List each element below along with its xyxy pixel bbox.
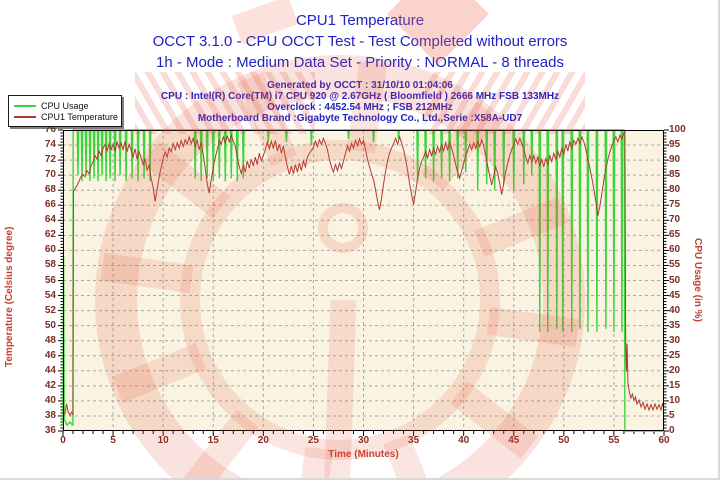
x-axis-title: Time (Minutes) xyxy=(328,449,399,460)
x-tick-label: 45 xyxy=(508,435,520,446)
y-right-tick-label: 60 xyxy=(669,244,681,256)
motherboard-description: Motherboard Brand :Gigabyte Technology C… xyxy=(197,113,523,124)
x-tick-label: 20 xyxy=(257,435,269,446)
overclock-description: Overclock : 4452.54 MHz ; FSB 212MHz xyxy=(267,102,453,113)
y-right-tick-label: 45 xyxy=(669,289,681,301)
temperature-line-swatch xyxy=(14,115,36,118)
y-left-tick-label: 36 xyxy=(44,425,56,436)
x-tick-label: 60 xyxy=(658,435,670,446)
y-right-tick-label: 90 xyxy=(669,154,681,166)
chart-plot-area xyxy=(58,129,669,436)
y-left-tick-label: 62 xyxy=(44,229,56,241)
y-left-tick-label: 40 xyxy=(44,394,56,406)
y-left-tick-label: 68 xyxy=(44,184,56,196)
y-right-tick-label: 85 xyxy=(669,169,681,181)
x-tick-label: 50 xyxy=(558,435,570,446)
y-right-tick-label: 25 xyxy=(669,349,681,361)
y-right-tick-label: 70 xyxy=(669,214,681,226)
test-mode-subtitle: 1h - Mode : Medium Data Set - Priority :… xyxy=(156,54,564,71)
y-right-tick-label: 0 xyxy=(669,425,675,436)
y-left-tick-label: 54 xyxy=(44,289,56,301)
y-right-tick-label: 40 xyxy=(669,304,681,316)
y-right-tick-label: 80 xyxy=(669,184,681,196)
usage-line-swatch xyxy=(14,104,36,107)
y-left-tick-label: 48 xyxy=(44,334,56,346)
test-result-subtitle: OCCT 3.1.0 - CPU OCCT Test - Test Comple… xyxy=(152,33,568,50)
x-tick-label: 15 xyxy=(207,435,219,446)
y-right-tick-label: 55 xyxy=(669,259,681,271)
y-left-tick-label: 76 xyxy=(44,124,56,135)
generated-timestamp: Generated by OCCT : 31/10/10 01:04:06 xyxy=(267,80,453,91)
y-right-tick-label: 75 xyxy=(669,199,681,211)
x-tick-label: 10 xyxy=(157,435,169,446)
y-right-tick-label: 100 xyxy=(669,124,686,135)
y-left-tick-label: 42 xyxy=(44,379,56,391)
y-right-tick-label: 95 xyxy=(669,139,681,151)
y-left-tick-label: 38 xyxy=(44,409,56,421)
y-right-tick-label: 30 xyxy=(669,334,681,346)
page-title: CPU1 Temperature xyxy=(295,12,425,29)
y-left-tick-label: 64 xyxy=(44,214,56,226)
y-left-tick-label: 70 xyxy=(44,169,56,181)
x-tick-label: 35 xyxy=(408,435,420,446)
legend-label: CPU1 Temperature xyxy=(41,111,118,122)
y-left-tick-label: 50 xyxy=(44,319,56,331)
y-right-tick-label: 15 xyxy=(669,379,681,391)
x-tick-label: 40 xyxy=(458,435,470,446)
x-tick-label: 25 xyxy=(307,435,319,446)
y-right-tick-label: 65 xyxy=(669,229,681,241)
x-tick-label: 0 xyxy=(60,435,66,446)
chart-legend: CPU Usage CPU1 Temperature xyxy=(8,95,122,127)
y-left-tick-label: 56 xyxy=(44,274,56,286)
x-tick-label: 30 xyxy=(357,435,370,446)
legend-label: CPU Usage xyxy=(41,100,89,111)
y-right-tick-label: 35 xyxy=(669,319,681,331)
y-axis-title-left: Temperature (Celsius degree) xyxy=(4,226,15,367)
y-left-tick-label: 72 xyxy=(44,154,56,166)
cpu-description: CPU : Intel(R) Core(TM) i7 CPU 920 @ 2.6… xyxy=(160,91,560,102)
y-left-tick-label: 58 xyxy=(44,259,56,271)
chart-canvas xyxy=(58,129,669,436)
legend-item-cpu-usage: CPU Usage xyxy=(14,100,116,111)
y-right-tick-label: 50 xyxy=(669,274,681,286)
y-right-tick-label: 5 xyxy=(669,409,675,421)
y-left-tick-label: 74 xyxy=(44,139,56,151)
y-left-tick-label: 46 xyxy=(44,349,56,361)
legend-item-cpu1-temperature: CPU1 Temperature xyxy=(14,111,118,122)
y-right-tick-label: 20 xyxy=(669,364,681,376)
x-tick-label: 5 xyxy=(110,435,116,446)
y-right-tick-label: 10 xyxy=(669,394,681,406)
y-left-tick-label: 60 xyxy=(44,244,56,256)
y-left-tick-label: 52 xyxy=(44,304,56,316)
y-left-tick-label: 44 xyxy=(44,364,56,376)
y-left-tick-label: 66 xyxy=(44,199,56,211)
x-tick-label: 55 xyxy=(608,435,620,446)
cpu1-temperature-line xyxy=(62,130,665,417)
